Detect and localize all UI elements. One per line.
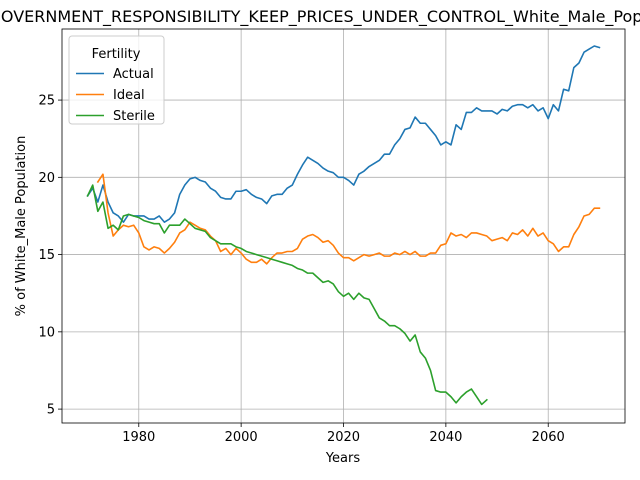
series-lines: [86, 45, 601, 406]
chart-title: GOVERNMENT_RESPONSIBILITY_KEEP_PRICES_UN…: [0, 7, 640, 27]
legend-frame: [68, 35, 165, 125]
series-line-ideal: [96, 173, 601, 265]
x-tick-label: 1980: [122, 430, 155, 445]
x-tick-label: 2040: [429, 430, 462, 445]
series-line-sterile: [86, 184, 488, 406]
series-line-actual: [86, 45, 601, 223]
y-axis-ticks: 5 10 15 20 25: [38, 94, 62, 418]
x-axis-label: Years: [325, 451, 361, 466]
x-tick-label: 2060: [532, 430, 565, 445]
legend-label-sterile: Sterile: [113, 109, 155, 124]
legend: Fertility Actual Ideal Sterile: [68, 35, 165, 125]
legend-label-actual: Actual: [113, 67, 154, 82]
y-tick-label: 10: [38, 325, 55, 340]
y-tick-label: 15: [38, 248, 55, 263]
grid-lines: [62, 29, 625, 423]
x-tick-label: 2020: [327, 430, 360, 445]
legend-label-ideal: Ideal: [113, 88, 145, 103]
y-axis-label: % of White_Male Population: [14, 136, 29, 317]
y-tick-label: 25: [38, 94, 55, 109]
legend-title: Fertility: [92, 47, 141, 62]
x-tick-label: 2000: [225, 430, 258, 445]
y-tick-label: 5: [47, 403, 55, 418]
x-axis-ticks: 1980 2000 2020 2040 2060: [122, 423, 565, 445]
y-tick-label: 20: [38, 171, 55, 186]
